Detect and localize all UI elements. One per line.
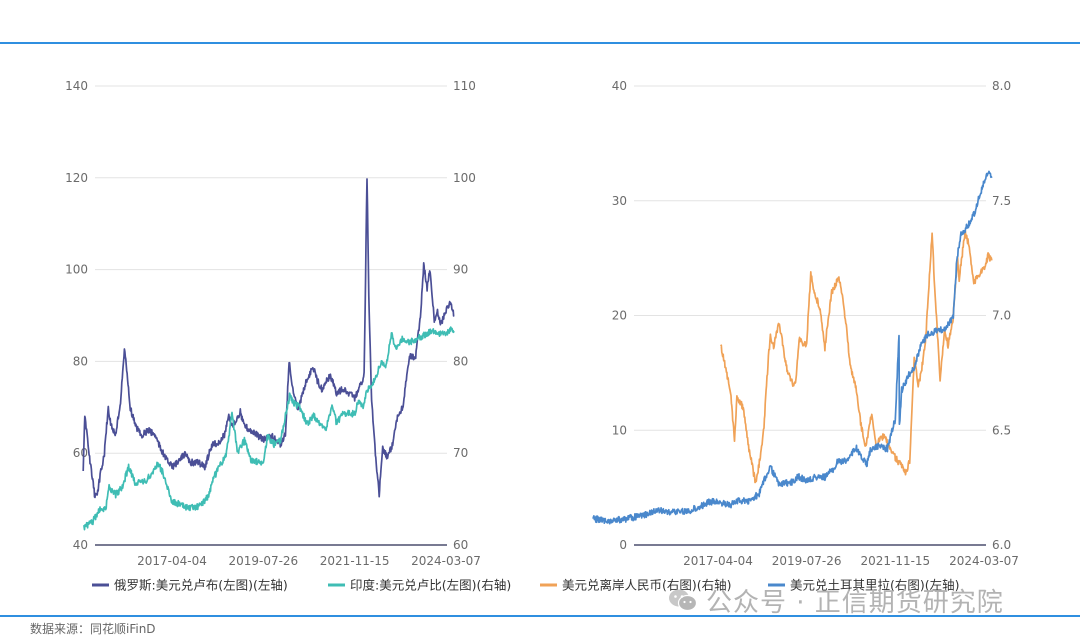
legend-label: 印度:美元兑卢比(左图)(右轴): [350, 578, 511, 593]
y-right-tick-label: 6.0: [992, 538, 1011, 552]
legend-label: 俄罗斯:美元兑卢布(左图)(左轴): [114, 578, 288, 593]
chart-legend: 俄罗斯:美元兑卢布(左图)(左轴) 印度:美元兑卢比(左图)(右轴) 美元兑离岸人民…: [92, 578, 960, 593]
x-tick-label: 2019-07-26: [772, 554, 842, 568]
y-right-tick-label: 8.0: [992, 79, 1011, 93]
x-tick-label: 2021-11-15: [860, 554, 930, 568]
y-right-tick-label: 7.5: [992, 194, 1011, 208]
y-right-tick-label: 60: [453, 538, 468, 552]
legend-label: 美元兑土耳其里拉(右图)(左轴): [790, 578, 960, 593]
y-left-tick-label: 30: [612, 194, 627, 208]
watermark: 公众号 · 正信期货研究院: [668, 583, 1004, 618]
y-left-tick-label: 120: [65, 171, 88, 185]
x-tick-label: 2017-04-04: [137, 554, 207, 568]
x-tick-label: 2017-04-04: [683, 554, 753, 568]
y-right-tick-label: 80: [453, 354, 468, 368]
y-right-tick-label: 110: [453, 79, 476, 93]
y-right-tick-label: 6.5: [992, 423, 1011, 437]
x-tick-label: 2021-11-15: [320, 554, 390, 568]
bottom-rule: [0, 615, 1080, 617]
y-right-tick-label: 70: [453, 446, 468, 460]
right-chart: 0 10 20 30 40 6.0 6.5 7.0 7.5 8.0 2017-04-04 2019-0…: [592, 79, 1019, 568]
series-line: [720, 230, 993, 484]
y-right-tick-label: 7.0: [992, 309, 1011, 323]
top-rule: [0, 42, 1080, 44]
y-left-tick-label: 40: [612, 79, 627, 93]
y-left-tick-label: 40: [73, 538, 88, 552]
y-left-tick-label: 20: [612, 309, 627, 323]
y-right-tick-label: 90: [453, 263, 468, 277]
y-right-tick-label: 100: [453, 171, 476, 185]
watermark-text: 公众号 · 正信期货研究院: [706, 587, 1004, 618]
y-left-tick-label: 140: [65, 79, 88, 93]
y-left-tick-label: 0: [619, 538, 627, 552]
y-left-tick-label: 60: [73, 446, 88, 460]
series-line: [592, 170, 993, 525]
series-line: [82, 178, 455, 499]
x-tick-label: 2024-03-07: [411, 554, 481, 568]
source-note: 数据来源：同花顺iFinD: [30, 622, 156, 636]
x-tick-label: 2024-03-07: [949, 554, 1019, 568]
wechat-logo-icon: [669, 589, 698, 612]
y-left-tick-label: 100: [65, 263, 88, 277]
series-line: [82, 326, 455, 531]
left-chart: 40 60 80 100 120 140 60 70 80 90 100 110 2017-04-04 2…: [65, 79, 481, 568]
y-left-tick-label: 80: [73, 354, 88, 368]
legend-label: 美元兑离岸人民币(右图)(右轴): [562, 578, 732, 593]
x-tick-label: 2019-07-26: [228, 554, 298, 568]
y-left-tick-label: 10: [612, 423, 627, 437]
